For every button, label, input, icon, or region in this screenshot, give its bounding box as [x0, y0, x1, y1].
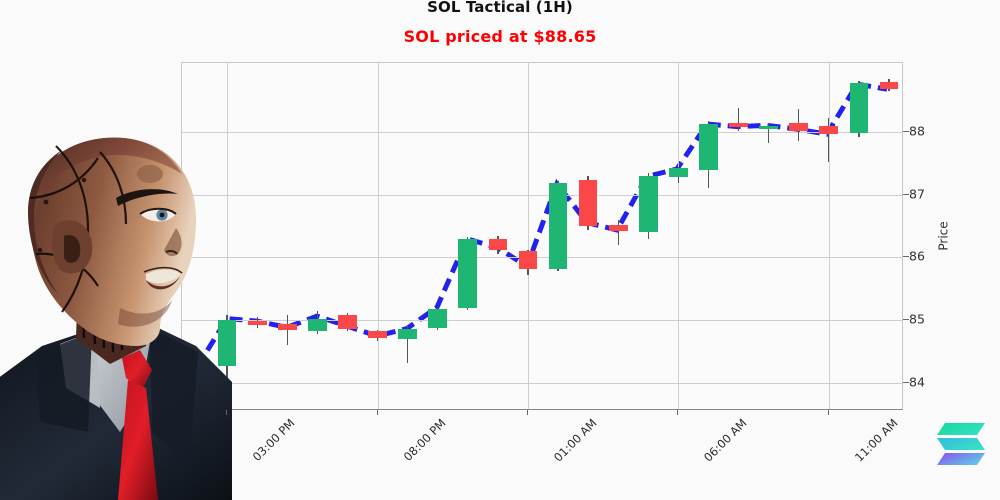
x-tick-label: 08:00 PM: [400, 416, 449, 464]
candle-body-bearish[interactable]: [518, 251, 538, 269]
x-tick-mark: [376, 410, 378, 415]
y-tick-mark: [903, 381, 909, 383]
y-axis-label: Price: [936, 221, 951, 251]
candlestick-plot-area[interactable]: [181, 62, 903, 410]
candle-body-bullish[interactable]: [217, 320, 237, 367]
candle-body-bullish[interactable]: [669, 168, 688, 178]
y-tick-mark: [903, 193, 909, 195]
candle-body-bullish[interactable]: [638, 175, 658, 233]
x-tick-label: 11:00 AM: [851, 416, 901, 465]
candle-body-bearish[interactable]: [578, 179, 598, 227]
gridline-vertical: [527, 63, 529, 409]
candle-body-bearish[interactable]: [789, 123, 809, 131]
gridline-horizontal: [182, 131, 902, 133]
candle-body-bullish[interactable]: [699, 124, 718, 170]
candle-body-bearish[interactable]: [608, 224, 628, 232]
x-tick-mark: [827, 410, 829, 415]
candle-body-bearish[interactable]: [879, 81, 899, 90]
candle-body-bearish[interactable]: [488, 238, 508, 250]
candle-body-bearish[interactable]: [338, 315, 357, 330]
signal-line-overlay: [194, 81, 888, 369]
candle-wick: [828, 118, 830, 163]
price-subtitle: SOL priced at $88.65: [403, 27, 597, 46]
solana-logo: [937, 419, 991, 469]
gridline-vertical: [227, 63, 229, 409]
gridline-vertical: [828, 63, 830, 409]
candle-body-bullish[interactable]: [849, 83, 869, 134]
candle-body-bullish[interactable]: [548, 183, 568, 269]
y-tick-label: 88: [909, 123, 925, 139]
candle-body-bullish[interactable]: [428, 308, 448, 328]
gridline-horizontal: [182, 257, 902, 259]
signal-line: [194, 81, 888, 369]
gridline-vertical: [678, 63, 680, 409]
y-tick-label: 87: [909, 186, 925, 202]
gridline-horizontal: [182, 320, 902, 322]
gridline-horizontal: [182, 382, 902, 384]
x-tick-mark: [526, 410, 528, 415]
candle-wick: [767, 123, 770, 144]
candle-wick: [406, 326, 409, 363]
y-tick-label: 86: [909, 248, 925, 264]
y-tick-mark: [903, 256, 909, 258]
android-trader-avatar: [0, 132, 232, 500]
candle-wick: [286, 315, 288, 346]
y-tick-mark: [903, 319, 909, 321]
candle-body-bullish[interactable]: [458, 238, 478, 308]
candle-wick: [737, 108, 740, 131]
candle-body-bearish[interactable]: [277, 324, 297, 331]
y-tick-mark: [903, 130, 909, 132]
gridline-vertical: [377, 63, 379, 409]
candle-body-bullish[interactable]: [398, 328, 417, 339]
candle-body-bearish[interactable]: [819, 125, 839, 135]
candle-body-bearish[interactable]: [247, 321, 267, 326]
x-tick-label: 01:00 AM: [550, 416, 600, 465]
y-tick-label: 84: [909, 374, 925, 390]
x-tick-mark: [226, 410, 228, 415]
gridline-horizontal: [182, 194, 902, 196]
x-tick-label: 03:00 PM: [249, 416, 298, 464]
candle-body-bearish[interactable]: [368, 331, 387, 338]
candle-body-bearish[interactable]: [729, 123, 748, 127]
y-tick-label: 85: [909, 311, 925, 327]
candle-wick: [617, 219, 619, 245]
x-tick-mark: [677, 410, 679, 415]
x-tick-label: 06:00 AM: [701, 416, 750, 465]
candle-body-bullish[interactable]: [308, 318, 327, 332]
candle-body-bullish[interactable]: [759, 125, 778, 129]
page-title: SOL Tactical (1H): [427, 0, 573, 16]
